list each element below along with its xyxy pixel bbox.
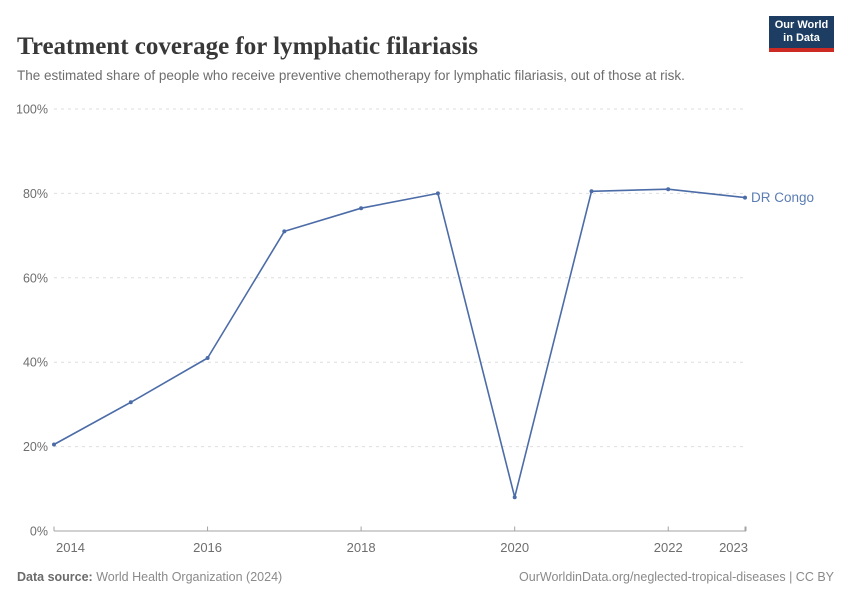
- data-point-marker: [512, 495, 517, 500]
- x-tick-label: 2014: [56, 540, 85, 555]
- data-source-label: Data source:: [17, 570, 93, 584]
- page-title: Treatment coverage for lymphatic filaria…: [17, 32, 478, 60]
- data-point-marker: [359, 206, 364, 211]
- y-tick-label: 20%: [23, 440, 48, 454]
- series-line: [53, 188, 746, 499]
- owid-logo-line1: Our World: [774, 19, 829, 31]
- y-tick-label: 60%: [23, 271, 48, 285]
- chart-subtitle: The estimated share of people who receiv…: [17, 67, 685, 83]
- credit-link[interactable]: OurWorldinData.org/neglected-tropical-di…: [519, 570, 834, 584]
- data-source-note: Data source: World Health Organization (…: [17, 570, 282, 584]
- x-tick-label: 2016: [193, 540, 222, 555]
- x-tick-label: 2020: [500, 540, 529, 555]
- y-tick-label: 0%: [30, 525, 48, 539]
- owid-logo-line2: in Data: [783, 32, 820, 44]
- x-tick-label: 2023: [719, 540, 748, 555]
- y-tick-label: 40%: [23, 356, 48, 370]
- data-point-marker: [205, 356, 210, 360]
- data-point-marker: [435, 191, 440, 196]
- data-point-marker: [128, 400, 133, 405]
- y-tick-label: 100%: [16, 103, 48, 117]
- data-point-marker: [282, 229, 287, 234]
- y-tick-label: 80%: [23, 187, 48, 201]
- owid-logo[interactable]: Our World in Data: [769, 16, 834, 52]
- data-point-marker: [666, 187, 671, 192]
- data-source-value: World Health Organization (2024): [92, 570, 283, 584]
- data-point-marker: [52, 442, 56, 447]
- x-tick-label: 2022: [654, 540, 683, 555]
- data-point-marker: [743, 195, 747, 200]
- series-entity-label[interactable]: DR Congo: [751, 190, 814, 205]
- data-point-marker: [589, 189, 594, 194]
- x-tick-label: 2018: [347, 540, 376, 555]
